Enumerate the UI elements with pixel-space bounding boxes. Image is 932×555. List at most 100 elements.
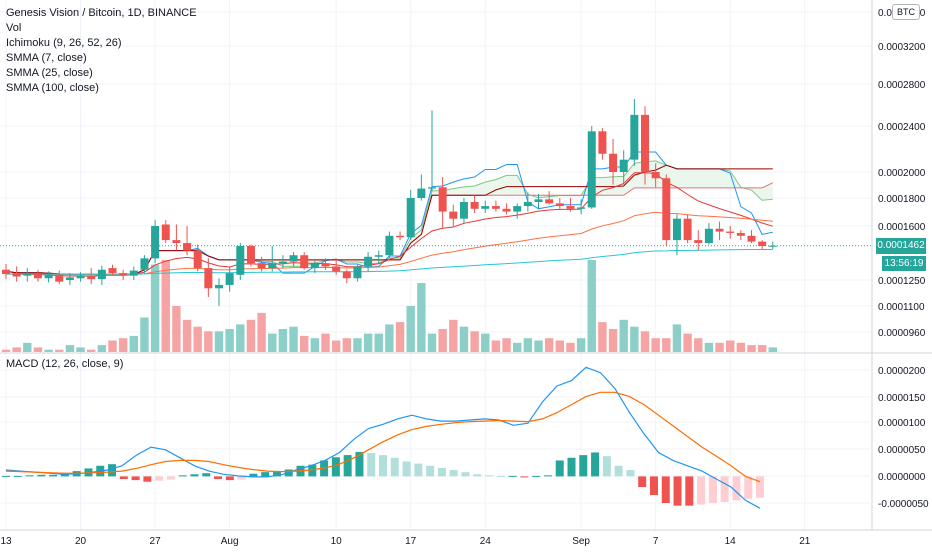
macd-histogram-bar <box>331 457 340 477</box>
macd-histogram-bar <box>473 474 482 477</box>
candle-body <box>619 159 628 172</box>
last-price-tag: 0.0001462 <box>876 238 926 254</box>
macd-histogram-bar <box>543 475 552 477</box>
candle-body <box>172 240 181 244</box>
volume-bar <box>76 347 85 352</box>
macd-histogram-bar <box>166 476 175 480</box>
macd-histogram-bar <box>496 475 505 477</box>
volume-bar <box>523 338 533 352</box>
volume-bar <box>300 335 309 352</box>
volume-bar <box>406 306 415 352</box>
volume-bar <box>683 333 692 352</box>
volume-bar <box>395 322 405 352</box>
legend-vol[interactable]: Vol <box>6 22 22 34</box>
candle-body <box>300 255 309 269</box>
time-tick-label: Aug <box>221 536 239 547</box>
chart-legend: Genesis Vision / Bitcoin, 1D, BINANCE Vo… <box>6 6 197 96</box>
candle-body <box>438 187 447 212</box>
macd-histogram-bar <box>60 473 69 477</box>
macd-legend[interactable]: MACD (12, 26, close, 9) <box>6 358 124 370</box>
candle-body <box>321 263 330 267</box>
volume-bar <box>704 342 714 352</box>
macd-histogram-bar <box>732 476 741 501</box>
volume-bar <box>23 342 32 352</box>
volume-bar <box>630 326 639 352</box>
candle-body <box>119 273 128 276</box>
macd-histogram-bar <box>532 475 541 477</box>
macd-histogram-bar <box>744 476 753 499</box>
indicator-lines <box>0 151 872 277</box>
volume-bar <box>193 326 202 352</box>
macd-histogram-bar <box>602 456 611 477</box>
macd-tick-label: -0.0000050 <box>878 499 929 510</box>
candle-body <box>97 269 106 280</box>
leading-span-b <box>5 182 774 275</box>
volume-bar <box>672 324 682 352</box>
macd-histogram-bar <box>426 465 435 477</box>
volume-bar <box>331 340 341 352</box>
macd-histogram-bar <box>437 467 446 477</box>
candle-body <box>736 232 745 236</box>
volume-bar <box>1 349 11 352</box>
candle-body <box>459 201 468 219</box>
macd-histogram-bar <box>202 473 211 477</box>
macd-histogram-bar <box>720 476 729 502</box>
volume-bar <box>321 333 330 352</box>
macd-histogram-bar <box>272 471 281 477</box>
candle-body <box>374 255 383 257</box>
candle-body <box>481 206 490 209</box>
time-tick-label: 10 <box>331 536 343 547</box>
price-tick-label: 0.0002000 <box>878 168 926 179</box>
macd-histogram-bar <box>485 475 494 477</box>
candle-body <box>268 263 277 269</box>
candle-body <box>694 240 703 244</box>
legend-smma-7[interactable]: SMMA (7, close) <box>6 52 87 64</box>
macd-histogram-bar <box>214 476 223 480</box>
macd-tick-label: 0.0000000 <box>878 472 926 483</box>
volume-bar <box>87 349 96 352</box>
volume-bar <box>417 283 426 352</box>
macd-histogram-bar <box>708 476 717 503</box>
volume-bar <box>608 329 618 352</box>
candle-body <box>236 246 245 275</box>
currency-badge[interactable]: BTC <box>892 4 920 20</box>
volume-bar <box>214 331 224 352</box>
volume-bar <box>715 342 724 352</box>
candle-body <box>651 172 660 179</box>
volume-bar <box>55 349 64 352</box>
volume-bars <box>1 260 777 352</box>
volume-bar <box>161 260 170 352</box>
candle-body <box>310 263 319 269</box>
volume-bar <box>768 347 777 352</box>
candle-body <box>225 273 234 285</box>
legend-ichimoku[interactable]: Ichimoku (9, 26, 52, 26) <box>6 37 122 49</box>
macd-histogram-bar <box>343 455 352 477</box>
candle-body <box>23 273 32 276</box>
volume-bar <box>33 347 43 352</box>
macd-histogram-bar <box>108 464 117 477</box>
volume-bar <box>736 342 746 352</box>
macd-histogram-bar <box>649 476 658 496</box>
legend-smma-100[interactable]: SMMA (100, close) <box>6 82 99 94</box>
volume-bar <box>726 340 735 352</box>
price-tick-label: 0.0001600 <box>878 222 926 233</box>
macd-tick-label: 0.0000100 <box>878 418 926 429</box>
candle-body <box>428 187 436 189</box>
time-tick-label: 27 <box>150 536 162 547</box>
candle-body <box>449 211 458 219</box>
macd-histogram-bar <box>49 474 58 477</box>
candle-body <box>33 273 42 279</box>
legend-smma-25[interactable]: SMMA (25, close) <box>6 67 93 79</box>
candle-body <box>662 178 671 241</box>
macd-histogram-bar <box>131 476 140 481</box>
volume-bar <box>236 324 245 352</box>
volume-bar <box>694 338 703 352</box>
volume-bar <box>257 312 266 352</box>
chart-title[interactable]: Genesis Vision / Bitcoin, 1D, BINANCE <box>6 7 197 19</box>
macd-histogram-bar <box>756 476 764 498</box>
candle-body <box>396 235 405 238</box>
macd-histogram-bar <box>626 470 635 477</box>
volume-bar <box>651 338 660 352</box>
